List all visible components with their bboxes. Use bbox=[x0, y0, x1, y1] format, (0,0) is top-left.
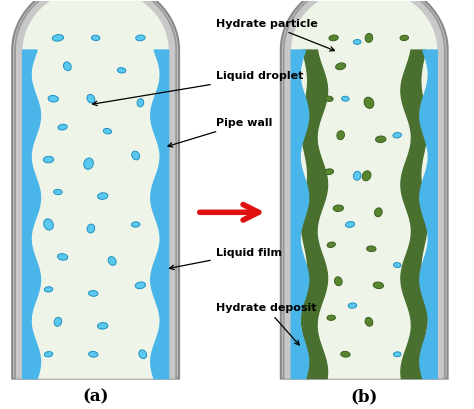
Ellipse shape bbox=[108, 256, 116, 265]
Ellipse shape bbox=[48, 95, 58, 102]
Ellipse shape bbox=[374, 208, 382, 217]
Ellipse shape bbox=[57, 254, 68, 260]
Ellipse shape bbox=[324, 169, 334, 175]
Ellipse shape bbox=[393, 352, 401, 357]
Text: Liquid film: Liquid film bbox=[170, 248, 282, 270]
Ellipse shape bbox=[373, 282, 383, 289]
Text: (b): (b) bbox=[351, 388, 378, 405]
Ellipse shape bbox=[54, 189, 62, 195]
Polygon shape bbox=[12, 0, 179, 379]
Polygon shape bbox=[14, 0, 177, 379]
Ellipse shape bbox=[342, 96, 349, 101]
Ellipse shape bbox=[91, 35, 100, 40]
Ellipse shape bbox=[136, 35, 145, 41]
Ellipse shape bbox=[84, 158, 93, 169]
Ellipse shape bbox=[375, 136, 386, 143]
Ellipse shape bbox=[366, 246, 376, 252]
Polygon shape bbox=[291, 0, 438, 379]
Ellipse shape bbox=[336, 63, 346, 70]
Ellipse shape bbox=[346, 222, 355, 227]
Ellipse shape bbox=[52, 35, 64, 41]
Polygon shape bbox=[401, 50, 428, 379]
Text: Pipe wall: Pipe wall bbox=[168, 118, 272, 147]
Ellipse shape bbox=[43, 156, 54, 163]
Ellipse shape bbox=[87, 94, 95, 103]
Ellipse shape bbox=[44, 287, 53, 292]
Ellipse shape bbox=[44, 219, 54, 230]
Polygon shape bbox=[301, 50, 328, 379]
Ellipse shape bbox=[325, 96, 333, 101]
Ellipse shape bbox=[89, 290, 98, 296]
Ellipse shape bbox=[58, 124, 67, 130]
Ellipse shape bbox=[337, 131, 345, 140]
Text: Hydrate particle: Hydrate particle bbox=[216, 19, 335, 51]
Polygon shape bbox=[151, 50, 169, 379]
Ellipse shape bbox=[365, 34, 373, 43]
Polygon shape bbox=[281, 0, 447, 379]
Ellipse shape bbox=[327, 242, 336, 247]
Ellipse shape bbox=[139, 350, 146, 359]
Polygon shape bbox=[420, 50, 438, 379]
Polygon shape bbox=[284, 0, 444, 379]
Polygon shape bbox=[283, 0, 446, 379]
Ellipse shape bbox=[103, 128, 111, 134]
Text: Hydrate deposit: Hydrate deposit bbox=[216, 303, 316, 345]
Polygon shape bbox=[291, 50, 309, 379]
Ellipse shape bbox=[327, 315, 336, 320]
Ellipse shape bbox=[333, 205, 344, 211]
Ellipse shape bbox=[400, 35, 409, 40]
Ellipse shape bbox=[98, 193, 108, 199]
Ellipse shape bbox=[364, 97, 374, 108]
Ellipse shape bbox=[64, 62, 71, 71]
Ellipse shape bbox=[137, 99, 144, 107]
Ellipse shape bbox=[335, 277, 342, 285]
Ellipse shape bbox=[341, 351, 350, 357]
Ellipse shape bbox=[348, 303, 356, 308]
Polygon shape bbox=[23, 0, 169, 379]
Ellipse shape bbox=[87, 224, 95, 233]
Ellipse shape bbox=[89, 351, 98, 357]
Ellipse shape bbox=[393, 133, 401, 138]
Ellipse shape bbox=[132, 151, 140, 160]
Ellipse shape bbox=[354, 40, 361, 45]
Ellipse shape bbox=[44, 352, 53, 357]
Ellipse shape bbox=[393, 263, 401, 267]
Polygon shape bbox=[23, 50, 40, 379]
Ellipse shape bbox=[54, 317, 62, 326]
Ellipse shape bbox=[365, 317, 373, 326]
Text: Liquid droplet: Liquid droplet bbox=[93, 72, 303, 106]
Ellipse shape bbox=[362, 171, 371, 181]
Ellipse shape bbox=[98, 323, 108, 329]
Ellipse shape bbox=[135, 282, 146, 289]
Ellipse shape bbox=[354, 171, 361, 180]
Ellipse shape bbox=[131, 222, 140, 227]
Text: (a): (a) bbox=[82, 388, 109, 405]
Ellipse shape bbox=[329, 35, 338, 41]
Polygon shape bbox=[16, 0, 175, 379]
Ellipse shape bbox=[118, 67, 126, 73]
